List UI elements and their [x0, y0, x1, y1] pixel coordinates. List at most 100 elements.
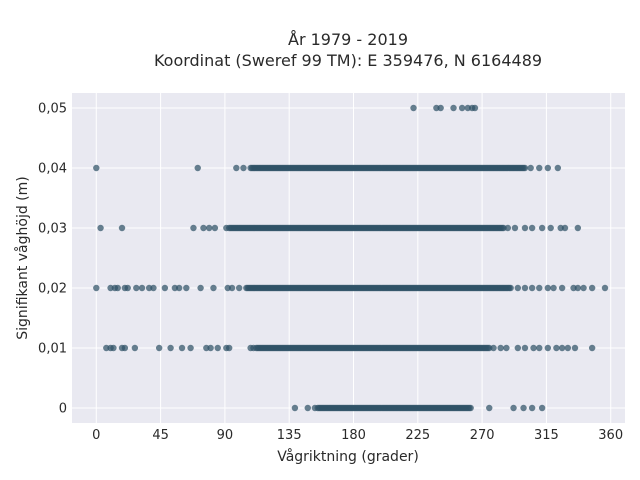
x-tick-label: 90 [217, 428, 234, 443]
data-point [211, 224, 219, 232]
data-point [467, 404, 474, 412]
data-point [521, 224, 529, 232]
x-tick-label: 135 [277, 428, 302, 443]
data-point [558, 344, 566, 352]
x-tick-label: 180 [341, 428, 366, 443]
plot-background [72, 93, 625, 423]
data-point [250, 344, 257, 352]
data-point [210, 284, 217, 292]
x-tick-label: 45 [152, 428, 169, 443]
data-point [564, 344, 572, 352]
data-point [138, 284, 146, 292]
data-point [175, 284, 183, 292]
data-point [547, 224, 554, 232]
data-point [291, 404, 299, 412]
data-point [561, 224, 569, 232]
y-tick-label: 0,04 [38, 162, 67, 177]
data-point [450, 104, 457, 112]
data-point [194, 164, 201, 172]
x-axis-label: Vågriktning (grader) [277, 448, 419, 465]
y-tick-label: 0 [59, 402, 67, 417]
data-point [601, 284, 609, 292]
data-point [521, 164, 529, 172]
data-point [550, 284, 557, 292]
chart-title-line2: Koordinat (Sweref 99 TM): E 359476, N 61… [154, 51, 542, 70]
data-point [574, 284, 582, 292]
data-point [574, 224, 582, 232]
y-tick-labels: 0 0,01 0,02 0,03 0,04 0,05 [38, 102, 67, 417]
data-point [536, 164, 543, 172]
y-tick-label: 0,01 [38, 342, 67, 357]
data-point [93, 164, 100, 172]
data-point [580, 284, 587, 292]
data-point [588, 344, 596, 352]
data-point [538, 404, 546, 412]
data-point [114, 284, 121, 292]
data-point [235, 284, 243, 292]
data-point [530, 344, 537, 352]
data-point [205, 224, 213, 232]
data-point [553, 344, 560, 352]
data-point [161, 284, 169, 292]
data-point [544, 344, 552, 352]
data-point [458, 104, 466, 112]
data-point [133, 284, 140, 292]
data-point [511, 224, 519, 232]
data-point [528, 404, 536, 412]
data-point [554, 164, 562, 172]
data-point [200, 224, 207, 232]
data-point [150, 284, 157, 292]
x-tick-label: 270 [470, 428, 495, 443]
data-point [155, 344, 163, 352]
data-point [207, 344, 214, 352]
data-point [521, 284, 529, 292]
data-point [507, 284, 514, 292]
data-point [520, 404, 527, 412]
data-point [558, 284, 566, 292]
data-point [118, 224, 126, 232]
x-tick-label: 225 [405, 428, 430, 443]
data-point [214, 344, 221, 352]
data-point [536, 344, 543, 352]
y-tick-label: 0,02 [38, 282, 67, 297]
chart-title-line1: År 1979 - 2019 [288, 30, 408, 49]
data-point [225, 344, 233, 352]
y-axis-label: Signifikant våghöjd (m) [14, 176, 31, 339]
y-tick-label: 0,03 [38, 222, 67, 237]
x-tick-labels: 0 45 90 135 180 225 270 315 360 [92, 428, 623, 443]
data-point [124, 284, 131, 292]
data-point [167, 344, 174, 352]
data-point [571, 344, 579, 352]
data-point [544, 164, 552, 172]
data-points [93, 104, 609, 412]
data-point [504, 224, 512, 232]
data-point [197, 284, 204, 292]
data-point [97, 224, 104, 232]
data-point [93, 284, 100, 292]
data-point [486, 404, 493, 412]
data-point [528, 284, 536, 292]
data-point [187, 344, 194, 352]
data-point [510, 404, 517, 412]
data-point [410, 104, 417, 112]
data-point [183, 284, 190, 292]
data-point [588, 284, 596, 292]
data-point [490, 344, 497, 352]
y-tick-label: 0,05 [38, 102, 67, 117]
data-point [233, 164, 240, 172]
data-point [121, 344, 129, 352]
x-tick-label: 315 [534, 428, 559, 443]
data-point [304, 404, 311, 412]
x-tick-label: 0 [92, 428, 100, 443]
data-point [437, 104, 444, 112]
data-point [503, 344, 510, 352]
data-point [190, 224, 197, 232]
data-point [527, 164, 534, 172]
data-point [497, 344, 504, 352]
data-point [178, 344, 186, 352]
data-point [544, 284, 552, 292]
data-point [311, 404, 319, 412]
data-point [228, 284, 236, 292]
data-point [471, 104, 479, 112]
data-point [538, 224, 546, 232]
